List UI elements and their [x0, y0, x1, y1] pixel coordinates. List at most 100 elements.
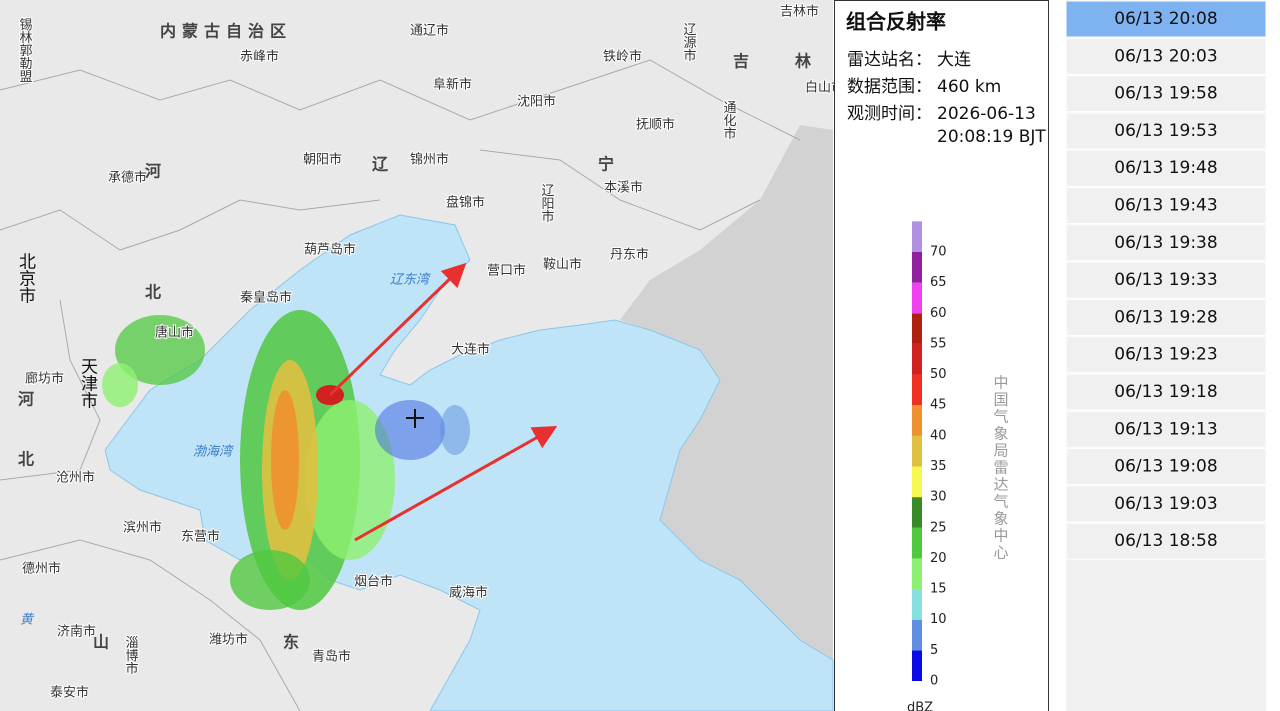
time-item-bg[interactable] [1065, 0, 1267, 38]
legend-swatch [912, 343, 922, 375]
place-label: 北京市 [15, 252, 36, 303]
place-label: 内蒙古自治区 [160, 22, 292, 41]
arrow [354, 426, 558, 542]
info-value: 460 km [937, 77, 1001, 97]
place-label: 吉 [733, 52, 755, 71]
legend-tick-label: 65 [930, 275, 947, 290]
legend-swatch [912, 558, 922, 590]
info-value: 2026-06-13 [937, 104, 1036, 124]
legend-tick-label: 10 [930, 612, 947, 627]
time-item[interactable]: 06/13 19:43 [1114, 196, 1217, 216]
place-label: 朝阳市 [303, 152, 342, 168]
legend-tick-label: 45 [930, 398, 947, 413]
time-item[interactable]: 06/13 19:23 [1114, 345, 1217, 365]
place-label: 吉林市 [780, 4, 819, 20]
place-label: 承德市 [108, 170, 147, 186]
time-item[interactable]: 06/13 19:38 [1114, 233, 1217, 253]
time-item[interactable]: 06/13 19:13 [1114, 419, 1217, 439]
echo [375, 400, 445, 460]
arrow [328, 262, 467, 397]
time-item[interactable]: 06/13 18:58 [1114, 531, 1217, 551]
time-item-bg[interactable] [1065, 410, 1267, 448]
place-label: 沈阳市 [517, 94, 556, 110]
radar-site [406, 409, 424, 428]
place-label: 锦州市 [410, 152, 449, 168]
time-item[interactable]: 06/13 20:08 [1114, 9, 1217, 29]
info-value: 大连 [937, 50, 971, 70]
place-label: 烟台市 [354, 574, 393, 590]
place-label: 廊坊市 [25, 371, 64, 387]
time-item[interactable]: 06/13 19:53 [1114, 121, 1217, 141]
place-label: 青岛市 [312, 649, 351, 665]
place-label: 淄博市 [123, 636, 139, 675]
time-item-bg[interactable] [1065, 336, 1267, 374]
legend-swatch [912, 466, 922, 498]
time-item[interactable]: 06/13 19:48 [1114, 158, 1217, 178]
place-label: 北 [18, 450, 40, 469]
place-label: 济南市 [57, 624, 96, 640]
legend-tick-label: 15 [930, 582, 947, 597]
boundary [0, 539, 301, 711]
time-item[interactable]: 06/13 20:03 [1114, 46, 1217, 66]
time-item-bg[interactable] [1065, 187, 1267, 224]
boundary [0, 199, 381, 251]
place-label: 渤海湾 [193, 444, 234, 460]
time-item-bg[interactable] [1065, 149, 1267, 187]
info-label: 观测时间： [847, 104, 932, 124]
boundary [0, 299, 101, 481]
time-item[interactable]: 06/13 19:28 [1114, 307, 1217, 327]
time-item-bg[interactable] [1065, 37, 1267, 75]
time-item-bg[interactable] [1065, 485, 1267, 523]
time-item[interactable]: 06/13 19:03 [1114, 494, 1217, 514]
place-label: 辽 [372, 155, 394, 174]
time-item-bg[interactable] [1065, 522, 1267, 560]
legend-swatch [912, 497, 922, 528]
time-item[interactable]: 06/13 19:08 [1114, 457, 1217, 477]
place-label: 辽源市 [681, 23, 697, 62]
place-label: 山 [93, 633, 115, 652]
time-item-bg[interactable] [1065, 448, 1267, 486]
legend-swatch [912, 374, 922, 406]
time-item[interactable]: 06/13 19:18 [1114, 382, 1217, 402]
place-label: 通化市 [721, 101, 737, 140]
legend-tick-label: 0 [930, 674, 938, 689]
place-label: 抚顺市 [636, 117, 675, 133]
place-label: 葫芦岛市 [304, 242, 356, 258]
time-item-bg[interactable] [1065, 75, 1267, 113]
legend-tick-label: 70 [930, 245, 947, 260]
legend-tick-label: 50 [930, 367, 947, 382]
place-label: 潍坊市 [209, 632, 248, 648]
time-item-bg[interactable] [1065, 298, 1267, 336]
time-item[interactable]: 06/13 19:33 [1114, 270, 1217, 290]
place-label: 威海市 [449, 585, 488, 601]
place-label: 河 [145, 162, 167, 181]
info-panel [834, 0, 1049, 711]
time-item-bg[interactable] [1065, 224, 1267, 262]
legend-tick-label: 40 [930, 428, 947, 443]
foreign-land [620, 125, 833, 660]
place-label: 鞍山市 [543, 257, 582, 273]
echo [230, 550, 310, 610]
time-item-bg[interactable] [1065, 112, 1267, 150]
time-item[interactable]: 06/13 19:58 [1114, 84, 1217, 104]
place-label: 通辽市 [410, 23, 449, 39]
boundary [0, 59, 801, 141]
time-item-bg[interactable] [1065, 261, 1267, 299]
place-label: 宁 [598, 155, 620, 174]
place-label: 北 [145, 283, 167, 302]
place-label: 营口市 [487, 263, 526, 279]
place-label: 东 [283, 633, 305, 652]
legend-swatch [912, 252, 922, 283]
legend-tick-label: 25 [930, 520, 947, 535]
place-label: 辽阳市 [539, 184, 555, 223]
place-label: 阜新市 [433, 77, 472, 93]
echo [305, 400, 395, 560]
echo [102, 363, 138, 407]
legend-tick-label: 30 [930, 490, 947, 505]
echo [115, 315, 205, 385]
info-label: 数据范围： [847, 77, 932, 97]
place-label: 赤峰市 [240, 49, 279, 65]
time-item-bg[interactable] [1065, 373, 1267, 411]
